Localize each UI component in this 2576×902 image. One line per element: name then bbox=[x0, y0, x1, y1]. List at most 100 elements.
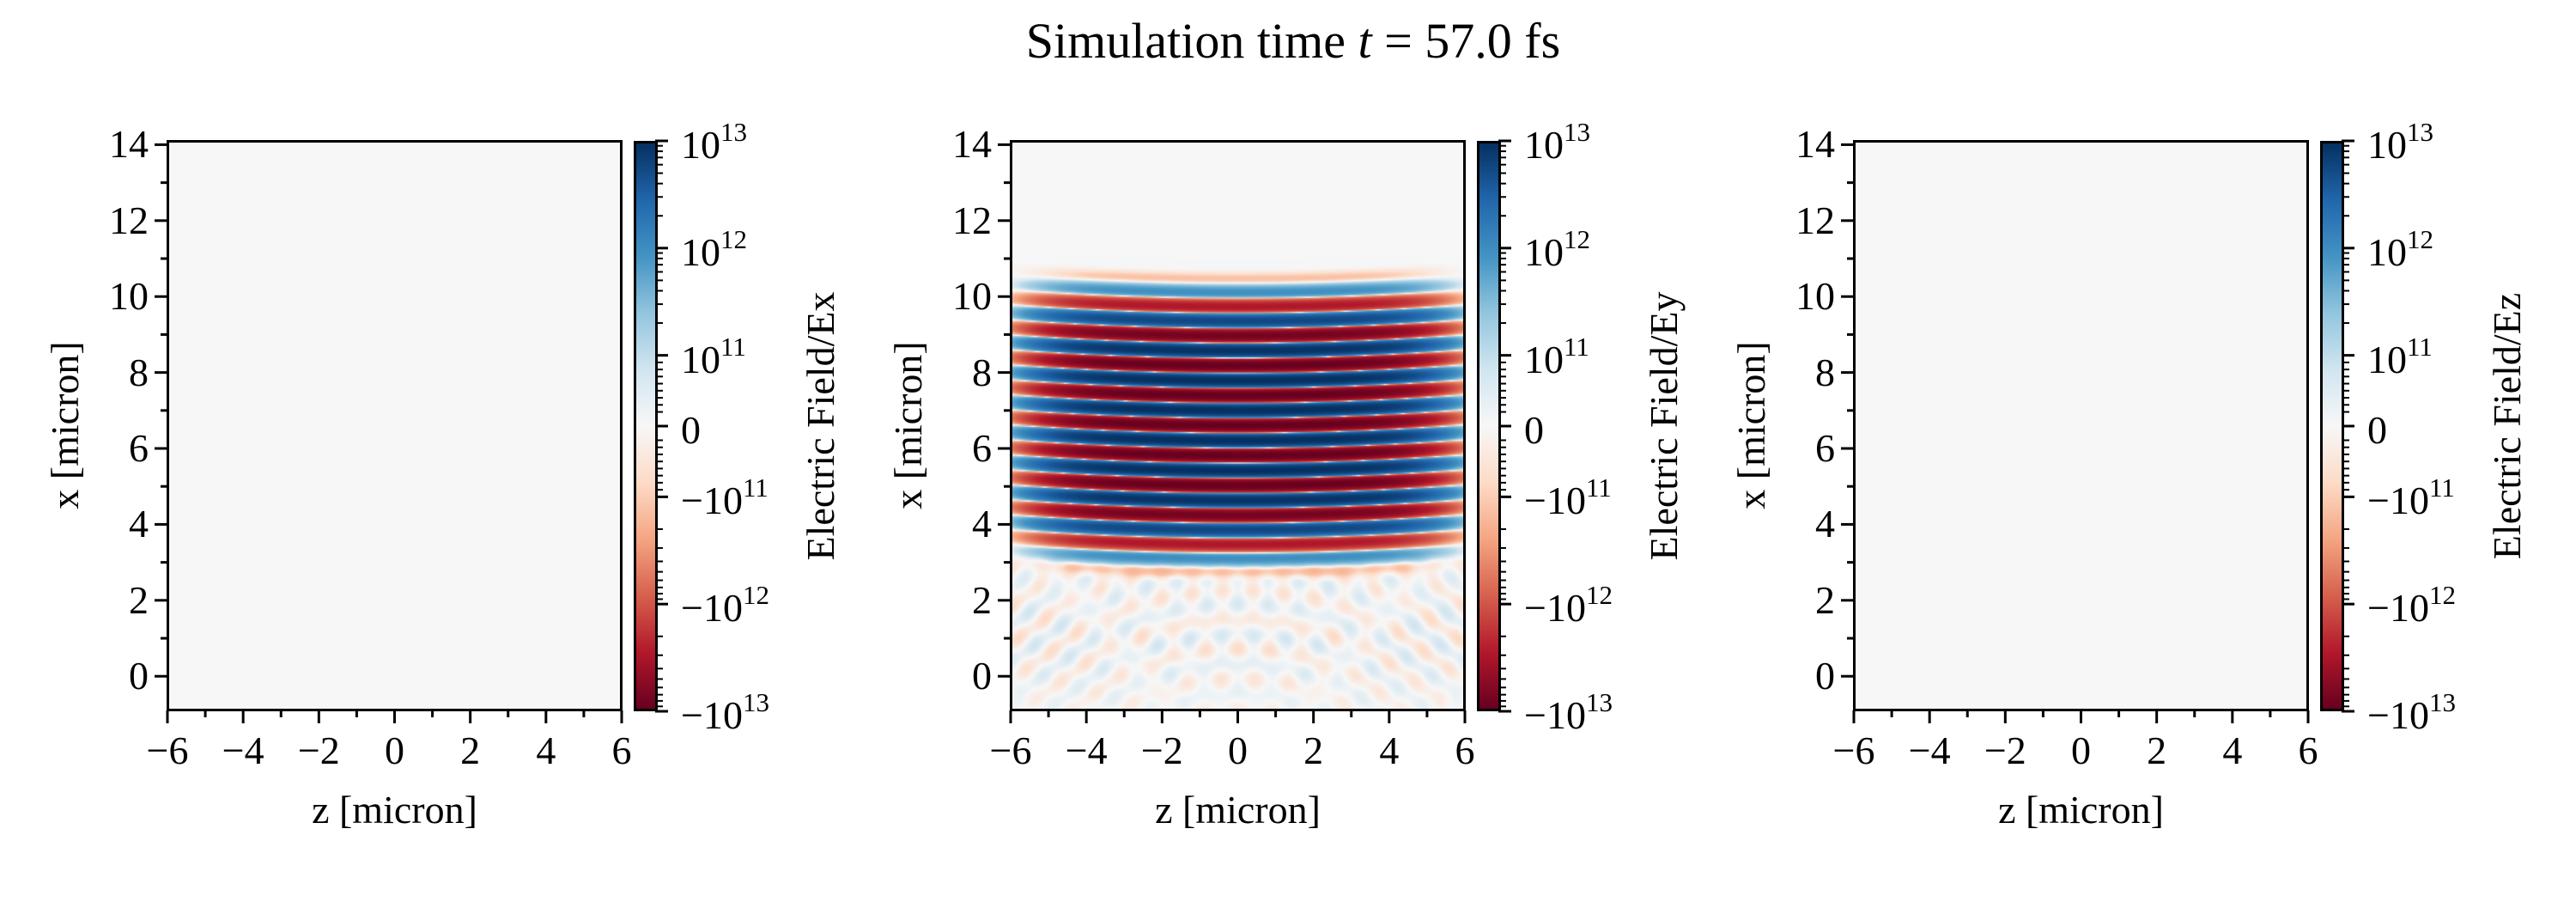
x-tick-label: 0 bbox=[2071, 728, 2091, 772]
colorbar bbox=[2320, 141, 2344, 711]
tick-base: 10 bbox=[2389, 478, 2429, 523]
colorbar-tick-label: 1011 bbox=[1524, 333, 1589, 380]
tick-base: 0 bbox=[1524, 408, 1544, 452]
tick-base: 10 bbox=[1524, 123, 1564, 167]
tick-exponent: 12 bbox=[742, 580, 769, 611]
colorbar-tick-label: −1013 bbox=[681, 689, 769, 737]
y-tick-label: 14 bbox=[1795, 122, 1835, 167]
colorbar-tick-label: −1012 bbox=[681, 582, 769, 631]
title-prefix: Simulation time bbox=[1025, 13, 1358, 69]
tick-sign: − bbox=[2367, 478, 2390, 523]
x-tick-label: −2 bbox=[297, 728, 340, 772]
tick-base: 10 bbox=[1546, 693, 1586, 737]
y-tick-label: 2 bbox=[1815, 577, 1835, 622]
tick-base: 10 bbox=[2367, 337, 2407, 381]
y-tick-label: 6 bbox=[1815, 426, 1835, 471]
tick-exponent: 11 bbox=[2407, 331, 2433, 362]
y-tick-label: 2 bbox=[129, 577, 149, 622]
panel-ey: −6 −4 −2 0 2 4 6 0 2 4 6 8 10 12 14 z [micron] x [micron… bbox=[0, 0, 1686, 902]
tick-base: 10 bbox=[1546, 478, 1586, 523]
tick-base: 10 bbox=[681, 229, 720, 274]
colorbar-tick-label: 1012 bbox=[1524, 226, 1590, 272]
axis-ticks bbox=[1841, 139, 2354, 723]
colorbar-label: Electric Field/Ey bbox=[1642, 291, 1686, 561]
colorbar-tick-label: 0 bbox=[1524, 411, 1544, 450]
colorbar-tick-label: −1011 bbox=[2367, 474, 2455, 523]
y-tick-label: 6 bbox=[129, 426, 149, 471]
tick-sign: − bbox=[681, 478, 703, 523]
x-axis-label: z [micron] bbox=[1155, 788, 1321, 832]
x-tick-label: −6 bbox=[1832, 728, 1875, 772]
y-axis-label: x [micron] bbox=[1729, 341, 1773, 509]
tick-base: 0 bbox=[681, 408, 701, 452]
tick-exponent: 12 bbox=[720, 223, 747, 254]
tick-base: 10 bbox=[2367, 123, 2407, 167]
tick-exponent: 11 bbox=[742, 472, 769, 503]
y-tick-label: 10 bbox=[109, 274, 149, 319]
tick-sign: − bbox=[2367, 693, 2390, 737]
tick-base: 10 bbox=[681, 123, 720, 167]
y-tick-label: 4 bbox=[972, 502, 992, 546]
axes-frame bbox=[1010, 140, 1466, 711]
tick-exponent: 11 bbox=[720, 331, 746, 362]
x-tick-label: 4 bbox=[536, 728, 556, 772]
colorbar-tick-label: 1013 bbox=[2367, 119, 2433, 167]
x-tick-label: 6 bbox=[1455, 728, 1475, 772]
colorbar-tick-label: −1012 bbox=[2367, 582, 2456, 631]
colorbar-tick-label: 1013 bbox=[681, 119, 747, 167]
y-tick-label: 10 bbox=[952, 274, 992, 319]
y-tick-label: 0 bbox=[1815, 654, 1835, 698]
tick-base: 10 bbox=[702, 693, 743, 737]
y-tick-label: 8 bbox=[129, 350, 149, 394]
heatmap-ey bbox=[1011, 141, 1465, 710]
tick-exponent: 13 bbox=[2428, 687, 2456, 717]
colorbar-tick-label: −1011 bbox=[1524, 474, 1612, 523]
axis-ticks bbox=[998, 139, 1511, 723]
colorbar-tick-label: 0 bbox=[2367, 411, 2387, 450]
x-tick-label: 0 bbox=[385, 728, 404, 772]
title-suffix: = 57.0 fs bbox=[1371, 13, 1561, 69]
x-tick-label: −6 bbox=[146, 728, 189, 772]
x-tick-label: −2 bbox=[1140, 728, 1183, 772]
tick-base: 0 bbox=[2367, 408, 2387, 452]
x-tick-label: 2 bbox=[2147, 728, 2167, 772]
y-axis-label: x [micron] bbox=[886, 341, 930, 509]
y-tick-label: 6 bbox=[972, 426, 992, 471]
colorbar-tick-label: −1011 bbox=[681, 474, 769, 523]
colorbar-tick-label: 1012 bbox=[2367, 226, 2433, 274]
colorbar-tick-label: 1011 bbox=[2367, 333, 2433, 381]
y-tick-label: 10 bbox=[1795, 274, 1835, 319]
colorbar-tick-label: 1011 bbox=[681, 333, 746, 380]
tick-base: 10 bbox=[1546, 586, 1586, 631]
tick-exponent: 12 bbox=[1585, 580, 1613, 611]
tick-exponent: 13 bbox=[2407, 117, 2433, 147]
y-tick-label: 12 bbox=[109, 198, 149, 242]
x-tick-label: 4 bbox=[1379, 728, 1400, 772]
tick-exponent: 12 bbox=[1564, 223, 1590, 254]
colorbar-tick-label: −1012 bbox=[1524, 582, 1613, 631]
colorbar-label: Electric Field/Ez bbox=[2485, 292, 2529, 560]
colorbar-tick-label: 1013 bbox=[1524, 119, 1590, 167]
axes-frame bbox=[167, 140, 623, 711]
tick-exponent: 13 bbox=[720, 117, 747, 147]
tick-sign: − bbox=[1524, 478, 1546, 523]
tick-exponent: 11 bbox=[2428, 472, 2455, 503]
tick-exponent: 13 bbox=[742, 687, 769, 717]
tick-base: 10 bbox=[702, 586, 743, 631]
x-tick-label: 4 bbox=[2222, 728, 2243, 772]
tick-base: 10 bbox=[2389, 693, 2429, 737]
x-tick-label: −6 bbox=[989, 728, 1032, 772]
colorbar bbox=[634, 141, 658, 711]
figure-title: Simulation time t = 57.0 fs bbox=[0, 12, 2576, 70]
heatmap-ez bbox=[1854, 141, 2308, 710]
tick-base: 10 bbox=[2389, 586, 2429, 631]
x-axis-label: z [micron] bbox=[1998, 788, 2164, 832]
tick-base: 10 bbox=[2367, 229, 2407, 274]
y-tick-label: 8 bbox=[1815, 350, 1835, 394]
y-tick-label: 0 bbox=[129, 654, 149, 698]
heatmap-canvas bbox=[167, 141, 622, 710]
tick-exponent: 11 bbox=[1564, 331, 1589, 362]
heatmap-ex bbox=[167, 141, 622, 710]
colorbar-tick-label: 1012 bbox=[681, 226, 747, 274]
